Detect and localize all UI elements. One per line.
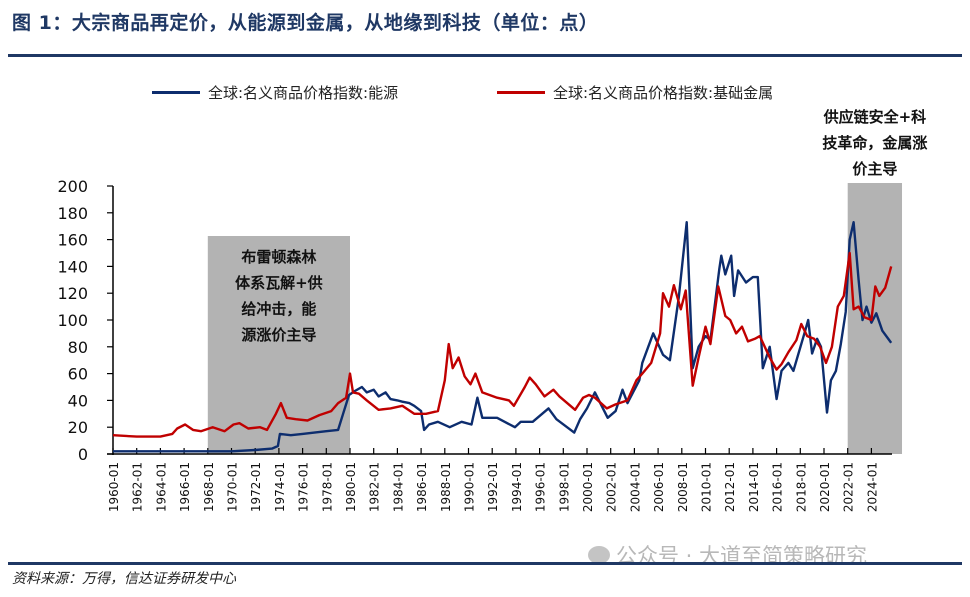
y-tick-label: 0 — [78, 445, 88, 464]
x-tick-label: 1970-01 — [226, 462, 240, 512]
x-tick-label: 2016-01 — [771, 462, 785, 512]
x-tick-label: 2014-01 — [747, 462, 761, 512]
y-tick-label: 80 — [68, 338, 88, 357]
x-tick-label: 1978-01 — [320, 462, 334, 512]
shaded-period-label: 布雷顿森林 — [241, 248, 317, 266]
wechat-icon — [588, 546, 610, 564]
y-tick-label: 100 — [57, 311, 88, 330]
y-tick-label: 160 — [57, 231, 88, 250]
x-tick-label: 1994-01 — [510, 462, 524, 512]
x-tick-label: 2020-01 — [818, 462, 832, 512]
legend-item-energy: 全球:名义商品价格指数:能源 — [152, 82, 398, 103]
x-tick-label: 1980-01 — [344, 462, 358, 512]
shaded-period-label: 供应链安全+科 — [823, 108, 927, 126]
series-line-base-metals — [112, 251, 893, 438]
watermark: 公众号 · 大道至简策略研究 — [588, 540, 867, 570]
source-note: 资料来源：万得，信达证券研发中心 — [12, 571, 236, 587]
x-tick-label: 2024-01 — [865, 462, 879, 512]
x-tick-label: 1982-01 — [368, 462, 382, 512]
shaded-period-label: 技革命，金属涨 — [822, 134, 927, 152]
x-tick-label: 1996-01 — [534, 462, 548, 512]
watermark-text: 公众号 · 大道至简策略研究 — [616, 544, 868, 568]
x-tick-label: 2008-01 — [676, 462, 690, 512]
shaded-period-label: 给冲击，能 — [241, 300, 316, 318]
y-tick-label: 140 — [57, 257, 88, 276]
x-tick-label: 1984-01 — [391, 462, 405, 512]
x-tick-label: 2006-01 — [652, 462, 666, 512]
x-tick-label: 2010-01 — [700, 462, 714, 512]
legend-label-metals: 全球:名义商品价格指数:基础金属 — [553, 84, 774, 102]
x-tick-label: 2000-01 — [581, 462, 595, 512]
x-tick-label: 2002-01 — [605, 462, 619, 512]
legend-swatch-metals — [497, 91, 545, 94]
x-tick-label: 1960-01 — [107, 462, 121, 512]
legend-swatch-energy — [152, 91, 200, 94]
x-tick-label: 1998-01 — [557, 462, 571, 512]
x-tick-label: 1988-01 — [439, 462, 453, 512]
shaded-period-label: 价主导 — [852, 160, 897, 178]
x-tick-label: 1974-01 — [273, 462, 287, 512]
legend-item-metals: 全球:名义商品价格指数:基础金属 — [497, 82, 773, 103]
footer-divider — [8, 562, 962, 565]
y-tick-label: 180 — [57, 204, 88, 223]
x-tick-label: 1968-01 — [202, 462, 216, 512]
x-tick-label: 2004-01 — [628, 462, 642, 512]
y-tick-label: 60 — [68, 365, 88, 384]
legend-label-energy: 全球:名义商品价格指数:能源 — [208, 84, 399, 102]
x-tick-label: 1976-01 — [297, 462, 311, 512]
x-tick-label: 1990-01 — [463, 462, 477, 512]
x-tick-label: 1962-01 — [131, 462, 145, 512]
x-tick-label: 1964-01 — [154, 462, 168, 512]
x-tick-label: 2022-01 — [842, 462, 856, 512]
shaded-period-label: 体系瓦解+供 — [235, 274, 323, 292]
x-tick-label: 1966-01 — [178, 462, 192, 512]
x-tick-label: 1986-01 — [415, 462, 429, 512]
y-tick-label: 20 — [68, 418, 88, 437]
series-line-energy — [113, 221, 893, 453]
y-tick-label: 120 — [57, 284, 88, 303]
x-tick-label: 2018-01 — [794, 462, 808, 512]
y-tick-label: 40 — [68, 391, 88, 410]
shaded-period-label: 源涨价主导 — [241, 326, 316, 344]
shaded-period — [207, 236, 350, 454]
figure-title: 图 1：大宗商品再定价，从能源到金属，从地缘到科技（单位：点） — [12, 12, 599, 34]
x-tick-label: 2012-01 — [723, 462, 737, 512]
y-tick-label: 200 — [57, 177, 88, 196]
x-tick-label: 1992-01 — [486, 462, 500, 512]
x-tick-label: 1972-01 — [249, 462, 263, 512]
title-divider — [8, 54, 962, 57]
